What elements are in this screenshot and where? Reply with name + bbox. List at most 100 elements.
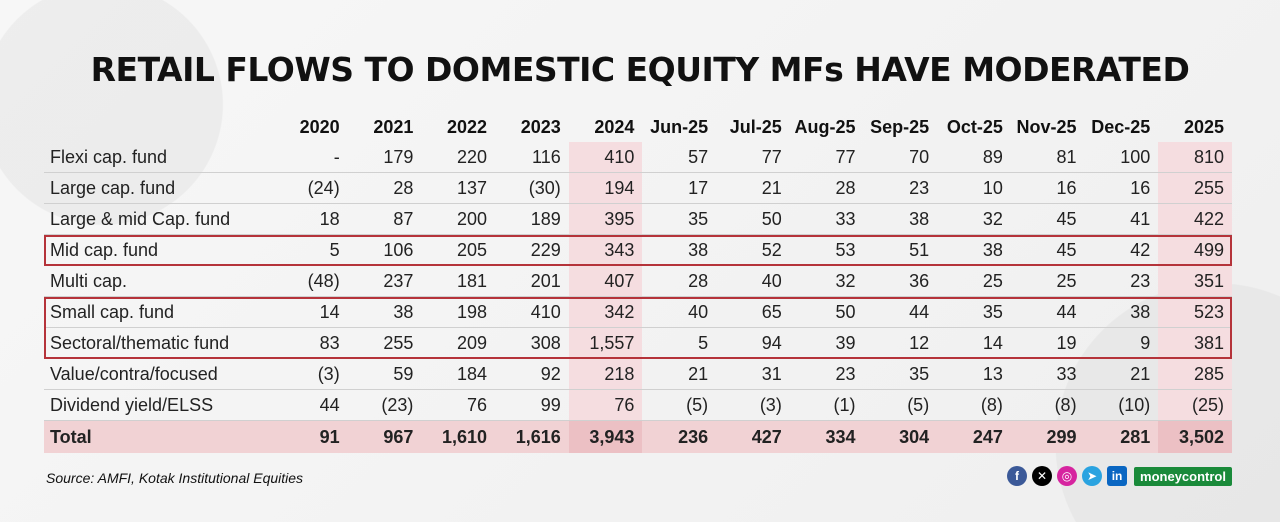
table-cell: (48) (274, 265, 348, 297)
row-label: Multi cap. (44, 265, 274, 297)
table-cell: 9 (1084, 327, 1159, 359)
table-cell: 52 (716, 234, 790, 266)
table-cell: 407 (568, 265, 643, 297)
table-cell: 16 (1084, 172, 1159, 204)
table-cell: 44 (274, 389, 348, 421)
brand-logo: moneycontrol (1134, 466, 1232, 486)
table-cell: 99 (495, 389, 569, 421)
linkedin-icon[interactable]: in (1107, 466, 1128, 486)
column-header: Nov-25 (1016, 116, 1077, 137)
table-cell: 1,610 (421, 420, 496, 453)
table-cell: (25) (1158, 389, 1232, 421)
table-cell: 21 (1084, 358, 1159, 390)
table-cell: 18 (274, 203, 348, 235)
table-cell: 281 (1084, 420, 1159, 453)
table-cell: 32 (937, 203, 1011, 235)
table-cell: (24) (274, 172, 348, 204)
table-cell: (8) (1010, 389, 1085, 421)
table-cell: 255 (347, 327, 422, 359)
header-row: 2020 2021 2022 2023 2024 Jun-25 Jul-25 Aug-25 Se… (44, 112, 1232, 142)
table-cell: (10) (1084, 389, 1159, 421)
table-cell: 422 (1158, 203, 1232, 235)
table-cell: 205 (421, 234, 496, 266)
table-cell: 499 (1158, 234, 1232, 266)
table-row: Dividend yield/ELSS 44 (23) 76 99 76 (5) (3) (1)… (44, 389, 1232, 421)
table-cell: 38 (642, 234, 717, 266)
table-cell: 236 (642, 420, 717, 453)
table-cell: 351 (1158, 265, 1232, 297)
table-cell: 25 (1010, 265, 1085, 297)
table-cell: 209 (421, 327, 496, 359)
table-cell: 194 (568, 172, 643, 204)
table-cell: 523 (1158, 296, 1232, 328)
table-cell: 31 (716, 358, 790, 390)
instagram-icon[interactable]: ◎ (1057, 466, 1078, 486)
table-cell: 16 (1010, 172, 1085, 204)
table-cell: 427 (716, 420, 790, 453)
x-icon[interactable]: ✕ (1032, 466, 1053, 486)
row-label: Small cap. fund (44, 296, 274, 328)
table-cell: 19 (1010, 327, 1085, 359)
table-cell: 181 (421, 265, 496, 297)
table-cell: 3,502 (1158, 420, 1232, 453)
table-row: Mid cap. fund 5 106 205 229 343 38 52 53 51 38 45 42… (44, 234, 1232, 266)
table-cell: 53 (789, 234, 864, 266)
table-cell: 41 (1084, 203, 1159, 235)
table-cell: 285 (1158, 358, 1232, 390)
table-cell: 38 (863, 203, 938, 235)
table-cell: 299 (1010, 420, 1085, 453)
table-cell: 255 (1158, 172, 1232, 204)
table-cell: 137 (421, 172, 496, 204)
table-cell: 35 (863, 358, 938, 390)
table-cell: 32 (789, 265, 864, 297)
table-cell: (8) (937, 389, 1011, 421)
table-cell: 44 (1010, 296, 1085, 328)
table-cell: (1) (789, 389, 864, 421)
table-cell: 21 (642, 358, 717, 390)
column-header: Jun-25 (650, 116, 709, 137)
table-cell: 83 (274, 327, 348, 359)
telegram-icon[interactable]: ➤ (1082, 466, 1103, 486)
table-cell: 39 (789, 327, 864, 359)
table-cell: 100 (1084, 142, 1159, 173)
row-label: Flexi cap. fund (44, 142, 274, 173)
table-cell: 116 (495, 142, 569, 173)
facebook-icon[interactable]: f (1007, 466, 1028, 486)
row-label: Value/contra/focused (44, 358, 274, 390)
social-links: f ✕ ◎ ➤ in moneycontrol (1007, 466, 1232, 486)
table-cell: 45 (1010, 203, 1085, 235)
column-header: Dec-25 (1091, 116, 1151, 137)
table-cell: 395 (568, 203, 643, 235)
table-cell: (3) (716, 389, 790, 421)
table-cell: 38 (937, 234, 1011, 266)
table-cell: 35 (642, 203, 717, 235)
table-cell: 89 (937, 142, 1011, 173)
table-cell: - (274, 142, 348, 173)
table-cell: 179 (347, 142, 422, 173)
row-label: Sectoral/thematic fund (44, 327, 274, 359)
table-cell: 42 (1084, 234, 1159, 266)
table-cell: 77 (716, 142, 790, 173)
table-cell: 247 (937, 420, 1011, 453)
table-cell: 51 (863, 234, 938, 266)
row-label: Large cap. fund (44, 172, 274, 204)
table-cell: 13 (937, 358, 1011, 390)
table-cell: 220 (421, 142, 496, 173)
table-cell: (5) (642, 389, 717, 421)
table-cell: 36 (863, 265, 938, 297)
table-cell: 189 (495, 203, 569, 235)
table-cell: 5 (274, 234, 348, 266)
table-cell: 218 (568, 358, 643, 390)
table-cell: (23) (347, 389, 422, 421)
table-cell: 198 (421, 296, 496, 328)
table-row: Small cap. fund 14 38 198 410 342 40 65 50 44 35 44… (44, 296, 1232, 328)
table-row: Sectoral/thematic fund 83 255 209 308 1,557 5 9… (44, 327, 1232, 359)
table-cell: 184 (421, 358, 496, 390)
table-cell: 76 (421, 389, 496, 421)
table-cell: 76 (568, 389, 643, 421)
table-cell: 38 (1084, 296, 1159, 328)
column-header: Sep-25 (870, 116, 930, 137)
table-cell: 343 (568, 234, 643, 266)
column-header: 2022 (447, 116, 488, 137)
table-cell: 21 (716, 172, 790, 204)
